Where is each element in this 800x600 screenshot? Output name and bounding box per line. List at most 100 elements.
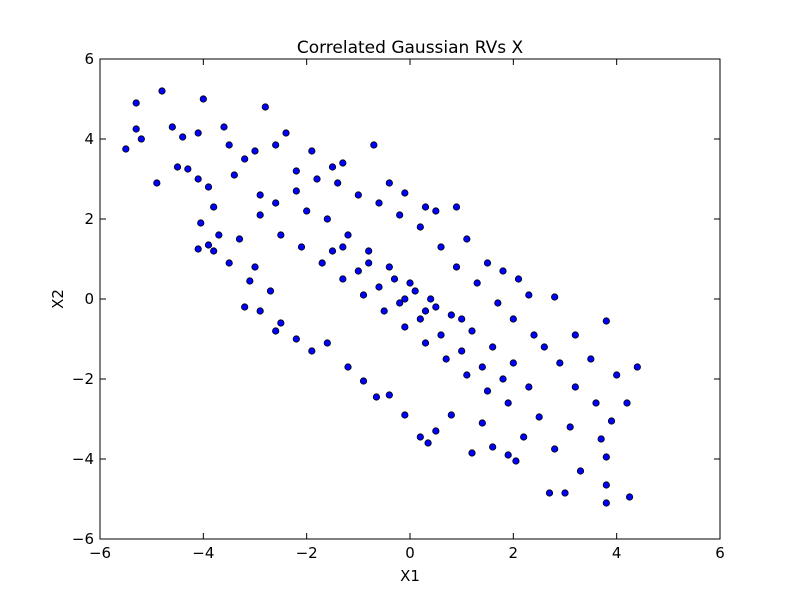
scatter-point: [607, 417, 616, 425]
scatter-point: [545, 489, 554, 497]
scatter-point: [512, 457, 520, 465]
scatter-point: [318, 259, 326, 267]
scatter-point: [473, 279, 481, 287]
scatter-point: [158, 87, 166, 95]
scatter-point: [370, 141, 378, 149]
y-tick-label: −4: [72, 450, 94, 468]
scatter-point: [411, 287, 419, 295]
scatter-point: [432, 427, 440, 435]
scatter-point: [344, 231, 352, 239]
scatter-point: [359, 377, 368, 385]
y-tick-label: 4: [84, 130, 94, 148]
scatter-point: [372, 393, 381, 401]
scatter-point: [432, 207, 440, 215]
scatter-point: [447, 311, 455, 319]
scatter-point: [587, 355, 595, 363]
scatter-point: [421, 339, 430, 347]
scatter-point: [458, 347, 466, 355]
scatter-point: [401, 295, 409, 303]
scatter-point: [308, 347, 316, 355]
scatter-point: [241, 303, 249, 311]
scatter-point: [308, 147, 316, 155]
scatter-point: [447, 411, 455, 419]
scatter-point: [292, 187, 300, 195]
scatter-point: [406, 279, 414, 287]
scatter-point: [199, 95, 207, 103]
x-axis-label: X1: [400, 567, 420, 585]
scatter-point: [602, 317, 610, 325]
scatter-point: [478, 419, 486, 427]
x-tick-label: −4: [192, 544, 214, 562]
scatter-point: [421, 307, 430, 315]
x-tick-label: 4: [612, 544, 622, 562]
scatter-point: [509, 359, 517, 367]
scatter-point: [525, 383, 533, 391]
scatter-point: [551, 293, 559, 301]
scatter-point: [514, 275, 523, 283]
scatter-point: [282, 129, 290, 137]
scatter-point: [597, 435, 605, 443]
scatter-point: [396, 211, 404, 219]
scatter-point: [401, 189, 409, 197]
scatter-point: [313, 175, 321, 183]
scatter-point: [241, 155, 249, 163]
scatter-point: [204, 183, 213, 191]
scatter-point: [246, 277, 254, 285]
scatter-point: [344, 363, 352, 371]
scatter-point: [251, 263, 259, 271]
scatter-point: [204, 241, 213, 249]
scatter-point: [478, 363, 486, 371]
scatter-point: [427, 295, 435, 303]
scatter-point: [602, 499, 610, 507]
scatter-point: [551, 445, 559, 453]
scatter-point: [520, 433, 528, 441]
scatter-point: [365, 247, 373, 255]
scatter-point: [153, 179, 161, 187]
scatter-point: [421, 203, 430, 211]
scatter-point: [463, 235, 471, 243]
y-tick-label: 2: [84, 210, 94, 228]
scatter-point: [504, 399, 512, 407]
scatter-point: [483, 387, 492, 395]
scatter-point: [354, 191, 362, 199]
scatter-point: [137, 135, 145, 143]
scatter-point: [168, 123, 176, 131]
scatter-point: [292, 167, 300, 175]
scatter-point: [210, 203, 218, 211]
scatter-point: [354, 267, 362, 275]
scatter-point: [122, 145, 130, 153]
y-tick-label: 0: [84, 290, 94, 308]
scatter-point: [437, 331, 445, 339]
scatter-point: [509, 315, 517, 323]
scatter-point: [272, 199, 280, 207]
scatter-point: [235, 235, 244, 243]
scatter-point: [401, 411, 409, 419]
scatter-point: [535, 413, 543, 421]
scatter-point: [463, 371, 471, 379]
scatter-point: [432, 303, 440, 311]
scatter-point: [625, 493, 634, 501]
scatter-point: [499, 375, 507, 383]
scatter-point: [230, 171, 238, 179]
scatter-point: [571, 383, 579, 391]
scatter-point: [424, 439, 432, 447]
scatter-point: [179, 133, 187, 141]
scatter-point: [416, 433, 424, 441]
chart-title: Correlated Gaussian RVs X: [297, 38, 524, 58]
x-tick-label: −6: [89, 544, 111, 562]
scatter-point: [613, 371, 621, 379]
x-tick-label: 0: [405, 544, 415, 562]
y-tick-label: 6: [84, 50, 94, 68]
scatter-point: [334, 179, 342, 187]
scatter-point: [504, 451, 512, 459]
scatter-point: [602, 481, 610, 489]
scatter-point: [277, 319, 285, 327]
scatter-point: [359, 291, 368, 299]
scatter-point: [483, 259, 492, 267]
scatter-point: [494, 299, 502, 307]
x-tick-label: 6: [715, 544, 725, 562]
scatter-point: [489, 443, 497, 451]
scatter-point: [220, 123, 228, 131]
scatter-point: [390, 275, 399, 283]
